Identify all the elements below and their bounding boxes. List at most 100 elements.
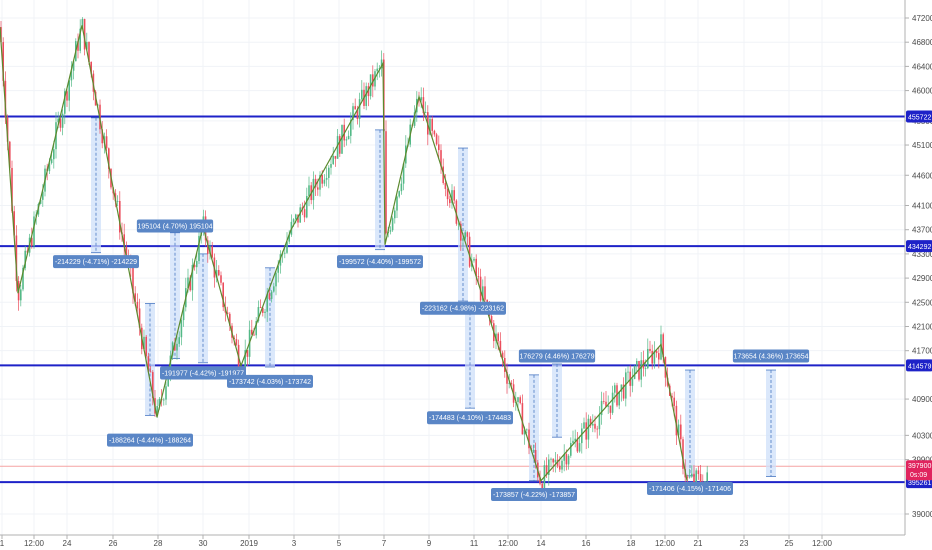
candle-body (422, 97, 425, 114)
candle-body (539, 477, 541, 484)
candle-body (152, 372, 154, 399)
candle-body (490, 316, 493, 324)
y-tick-label: 390000 (912, 510, 932, 519)
candle-body (226, 312, 229, 314)
measure-label: -174483 (-4.10%) -174483 (429, 415, 511, 422)
candle-body (61, 113, 64, 128)
candle-body (424, 112, 427, 114)
candle-body (347, 135, 350, 140)
y-tick-label: 472000 (912, 14, 932, 23)
current-price-countdown: 0s:09 (910, 472, 927, 479)
axes (0, 0, 906, 536)
measure-label: -191977 (-4.42%) -191977 (162, 370, 244, 377)
candle-body (435, 134, 438, 145)
x-tick-label: 12:00 (812, 539, 833, 548)
candle-body (576, 438, 579, 452)
candle-body (662, 334, 664, 358)
candle-body (11, 167, 13, 212)
candle-body (444, 182, 447, 189)
candle-body (64, 91, 66, 114)
x-tick-label: 25 (785, 539, 794, 548)
candle-body (477, 276, 480, 278)
candle-body (506, 371, 508, 384)
candle-body (361, 89, 363, 100)
candle-body (288, 234, 290, 242)
candle-body (622, 384, 625, 399)
x-tick-label: 9 (427, 539, 432, 548)
x-tick-label: 7 (382, 539, 387, 548)
candle-body (229, 313, 231, 326)
y-tick-label: 437000 (912, 226, 932, 235)
candle-body (70, 70, 73, 81)
candle-body (633, 365, 636, 379)
measure-label: 173654 (4.36%) 173654 (733, 354, 808, 361)
candle-body (321, 174, 323, 184)
candle-body (706, 472, 708, 482)
candle-body (39, 199, 42, 204)
x-tick-label: 3 (292, 539, 297, 548)
candle-body (697, 470, 700, 475)
candle-body (180, 320, 183, 338)
candle-body (264, 311, 266, 313)
candle-body (275, 272, 277, 287)
candle-body (209, 246, 211, 254)
candle-body (647, 348, 649, 369)
candle-body (640, 360, 642, 380)
candle-body (391, 218, 394, 231)
price-labels: 455722 434292 414579 395261 397900 0s:09 (906, 110, 932, 489)
candle-body (609, 405, 612, 413)
candle-body (631, 378, 634, 386)
y-tick-label: 409000 (912, 395, 932, 404)
candle-body (292, 219, 295, 222)
candle-body (473, 258, 475, 261)
x-tick-label: 1 (0, 539, 5, 548)
candle-body (79, 28, 81, 51)
candle-body (165, 386, 167, 400)
measure-label-box (420, 301, 506, 315)
candle-body (266, 293, 268, 312)
candle-body (42, 191, 44, 200)
candle-body (607, 405, 609, 407)
candle-body (251, 329, 253, 335)
y-tick-label: 433000 (912, 250, 932, 259)
candle-body (699, 474, 702, 485)
candle-body (149, 371, 152, 373)
candle-body (189, 277, 191, 291)
candle-body (220, 275, 222, 283)
candle-body (178, 337, 180, 344)
y-tick-label: 399000 (912, 456, 932, 465)
measure-label-box (136, 219, 214, 233)
candle-body (306, 196, 308, 218)
candle-body (352, 106, 354, 120)
candle-body (330, 163, 332, 168)
candle-body (138, 308, 141, 328)
candle-body (297, 214, 299, 223)
candle-body (627, 371, 629, 373)
candle-body (339, 136, 341, 154)
candle-body (356, 109, 359, 120)
candle-body (691, 473, 693, 477)
candle-body (262, 307, 264, 313)
current-price-label: 397900 (908, 463, 931, 470)
candle-body (48, 163, 51, 172)
candle-body (108, 148, 110, 169)
candle-body (277, 265, 279, 273)
y-tick-label: 429000 (912, 274, 932, 283)
candle-body (156, 406, 158, 414)
candle-body (548, 459, 550, 475)
candle-body (325, 177, 328, 180)
candle-body (649, 348, 651, 351)
candle-body (147, 356, 150, 372)
candle-body (255, 321, 257, 336)
candle-body (132, 267, 134, 294)
candle-body (211, 246, 213, 258)
y-tick-label: 446000 (912, 171, 932, 180)
candle-body (244, 350, 246, 371)
x-axis-ticks: 1 12:00 24 26 28 30 2019 3 5 7 9 11 12:00 14 16 18 12:00… (0, 535, 833, 548)
candle-body (68, 80, 70, 101)
measure-label: 195104 (4.70%) 195104 (137, 223, 212, 230)
candle-body (314, 178, 317, 188)
candle-body (554, 459, 557, 463)
x-tick-label: 26 (109, 539, 118, 548)
